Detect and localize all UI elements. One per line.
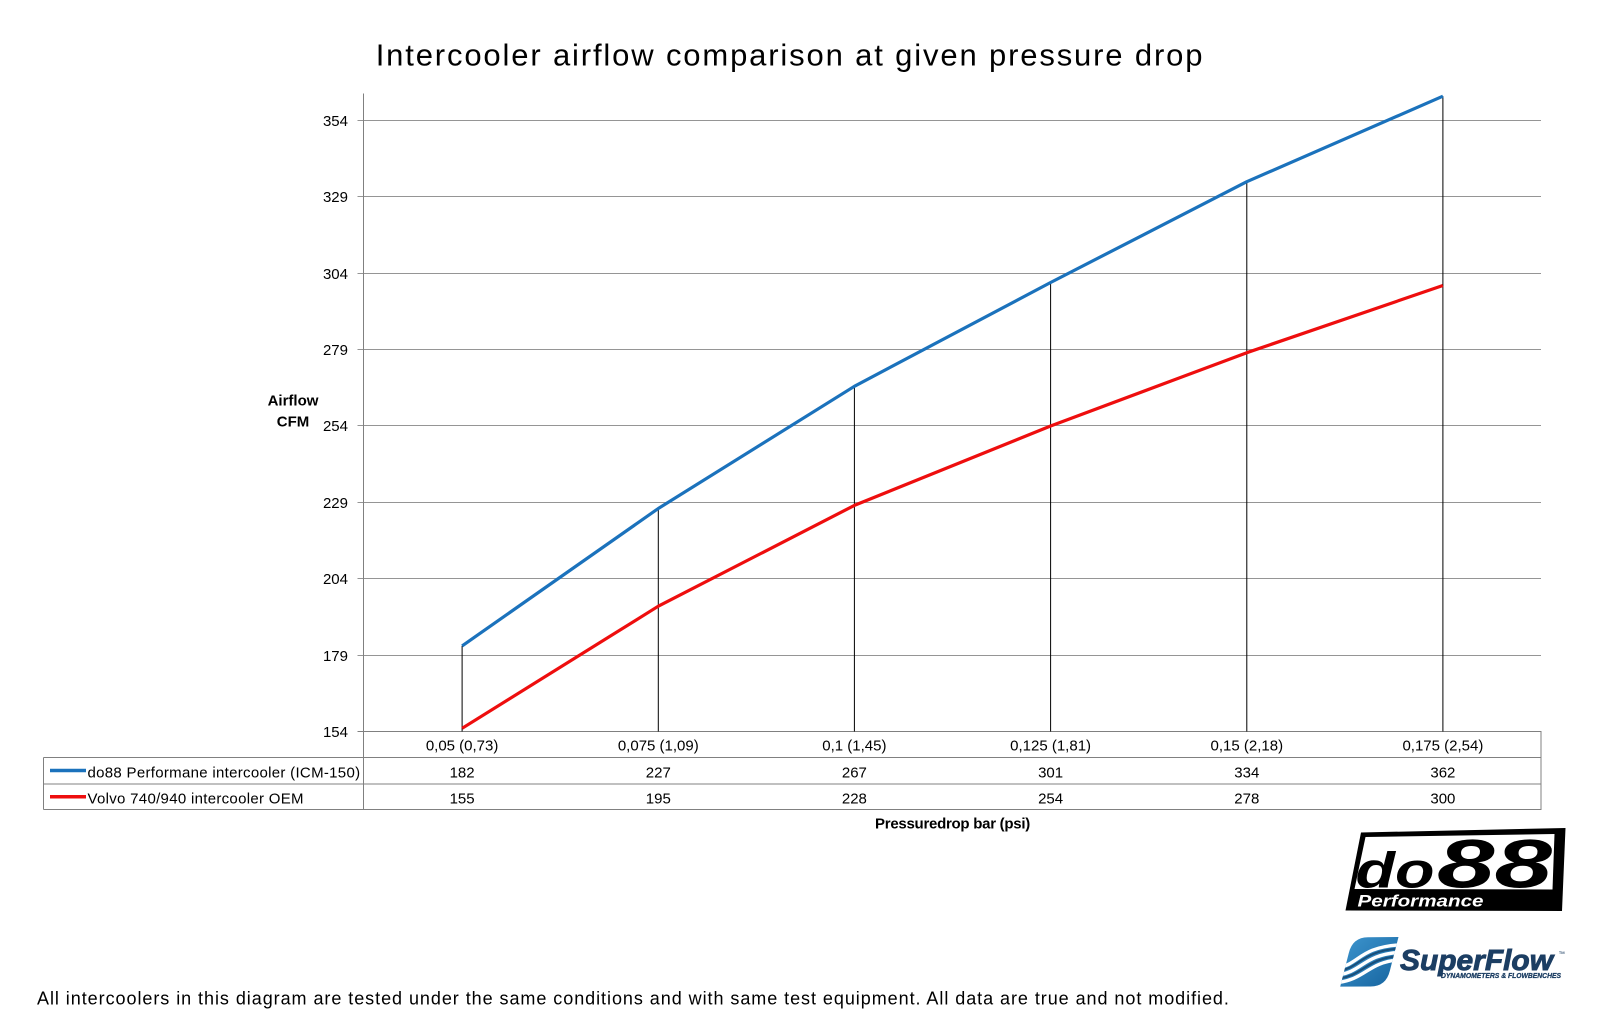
svg-text:195: 195: [646, 791, 671, 808]
svg-text:™: ™: [1559, 951, 1566, 958]
svg-text:154: 154: [323, 724, 348, 741]
svg-text:Airflow: Airflow: [268, 393, 319, 410]
svg-text:204: 204: [323, 571, 348, 588]
svg-text:228: 228: [842, 791, 867, 808]
svg-text:All intercoolers in this diagr: All intercoolers in this diagram are tes…: [37, 989, 1230, 1009]
svg-text:179: 179: [323, 648, 348, 665]
svg-text:Intercooler airflow comparison: Intercooler airflow comparison at given …: [376, 38, 1205, 73]
svg-text:279: 279: [323, 342, 348, 359]
svg-text:267: 267: [842, 765, 867, 782]
svg-text:301: 301: [1038, 765, 1063, 782]
svg-text:do: do: [1356, 843, 1435, 899]
svg-text:0,15 (2,18): 0,15 (2,18): [1211, 737, 1284, 754]
svg-text:do88 Performane intercooler (I: do88 Performane intercooler (ICM-150): [88, 765, 361, 782]
svg-text:0,1 (1,45): 0,1 (1,45): [822, 737, 886, 754]
svg-text:Pressuredrop bar (psi): Pressuredrop bar (psi): [875, 816, 1030, 833]
svg-text:354: 354: [323, 113, 348, 130]
svg-text:334: 334: [1234, 765, 1259, 782]
svg-text:Performance: Performance: [1358, 893, 1484, 911]
svg-text:155: 155: [450, 791, 475, 808]
svg-text:229: 229: [323, 495, 348, 512]
svg-text:278: 278: [1234, 791, 1259, 808]
svg-text:0,125 (1,81): 0,125 (1,81): [1010, 737, 1091, 754]
svg-text:254: 254: [1038, 791, 1063, 808]
svg-text:227: 227: [646, 765, 671, 782]
svg-text:254: 254: [323, 418, 348, 435]
svg-text:SuperFlow: SuperFlow: [1400, 945, 1556, 977]
svg-text:362: 362: [1430, 765, 1455, 782]
svg-text:0,05 (0,73): 0,05 (0,73): [426, 737, 499, 754]
svg-text:304: 304: [323, 266, 348, 283]
svg-text:CFM: CFM: [277, 414, 310, 431]
svg-text:0,075 (1,09): 0,075 (1,09): [618, 737, 699, 754]
svg-text:0,175 (2,54): 0,175 (2,54): [1402, 737, 1483, 754]
svg-text:DYNAMOMETERS & FLOWBENCHES: DYNAMOMETERS & FLOWBENCHES: [1441, 971, 1561, 980]
svg-text:88: 88: [1437, 826, 1553, 903]
svg-text:Volvo 740/940 intercooler OEM: Volvo 740/940 intercooler OEM: [88, 791, 304, 808]
svg-text:182: 182: [450, 765, 475, 782]
svg-text:329: 329: [323, 189, 348, 206]
svg-text:300: 300: [1430, 791, 1455, 808]
